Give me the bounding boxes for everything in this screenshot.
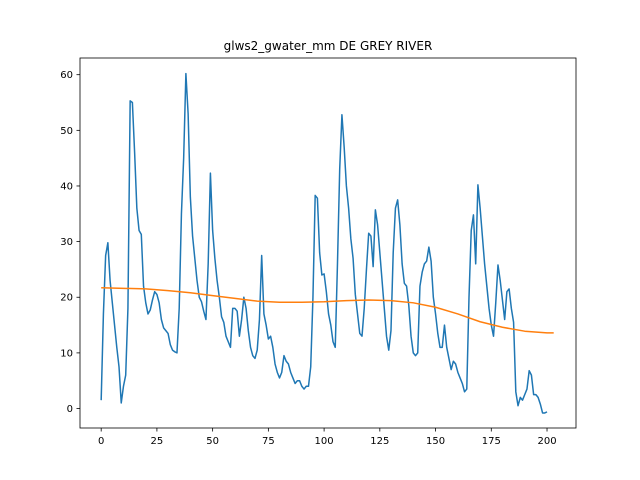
y-tick-label: 10 bbox=[60, 348, 73, 359]
y-tick-label: 40 bbox=[60, 181, 73, 192]
y-axis: 0 10 20 30 40 50 60 bbox=[60, 70, 80, 415]
x-tick-label: 200 bbox=[537, 436, 556, 447]
x-tick-label: 25 bbox=[151, 436, 164, 447]
series-line-gwater bbox=[100, 72, 548, 414]
y-tick-label: 20 bbox=[60, 293, 73, 304]
y-tick-label: 50 bbox=[60, 126, 73, 137]
x-tick-label: 50 bbox=[206, 436, 219, 447]
y-tick-label: 30 bbox=[60, 237, 73, 248]
axes-frame bbox=[79, 57, 577, 429]
x-tick-label: 75 bbox=[262, 436, 275, 447]
y-tick-label: 0 bbox=[67, 404, 73, 415]
x-tick-label: 0 bbox=[98, 436, 104, 447]
x-tick-label: 125 bbox=[370, 436, 389, 447]
x-tick-label: 175 bbox=[482, 436, 501, 447]
y-tick-label: 60 bbox=[60, 70, 73, 81]
x-tick-label: 100 bbox=[315, 436, 334, 447]
x-axis: 0 25 50 75 100 125 150 175 200 bbox=[98, 428, 557, 447]
chart-title: glws2_gwater_mm DE GREY RIVER bbox=[224, 39, 433, 53]
series-line-trend bbox=[101, 287, 554, 334]
plot-area bbox=[100, 72, 554, 414]
x-tick-label: 150 bbox=[426, 436, 445, 447]
